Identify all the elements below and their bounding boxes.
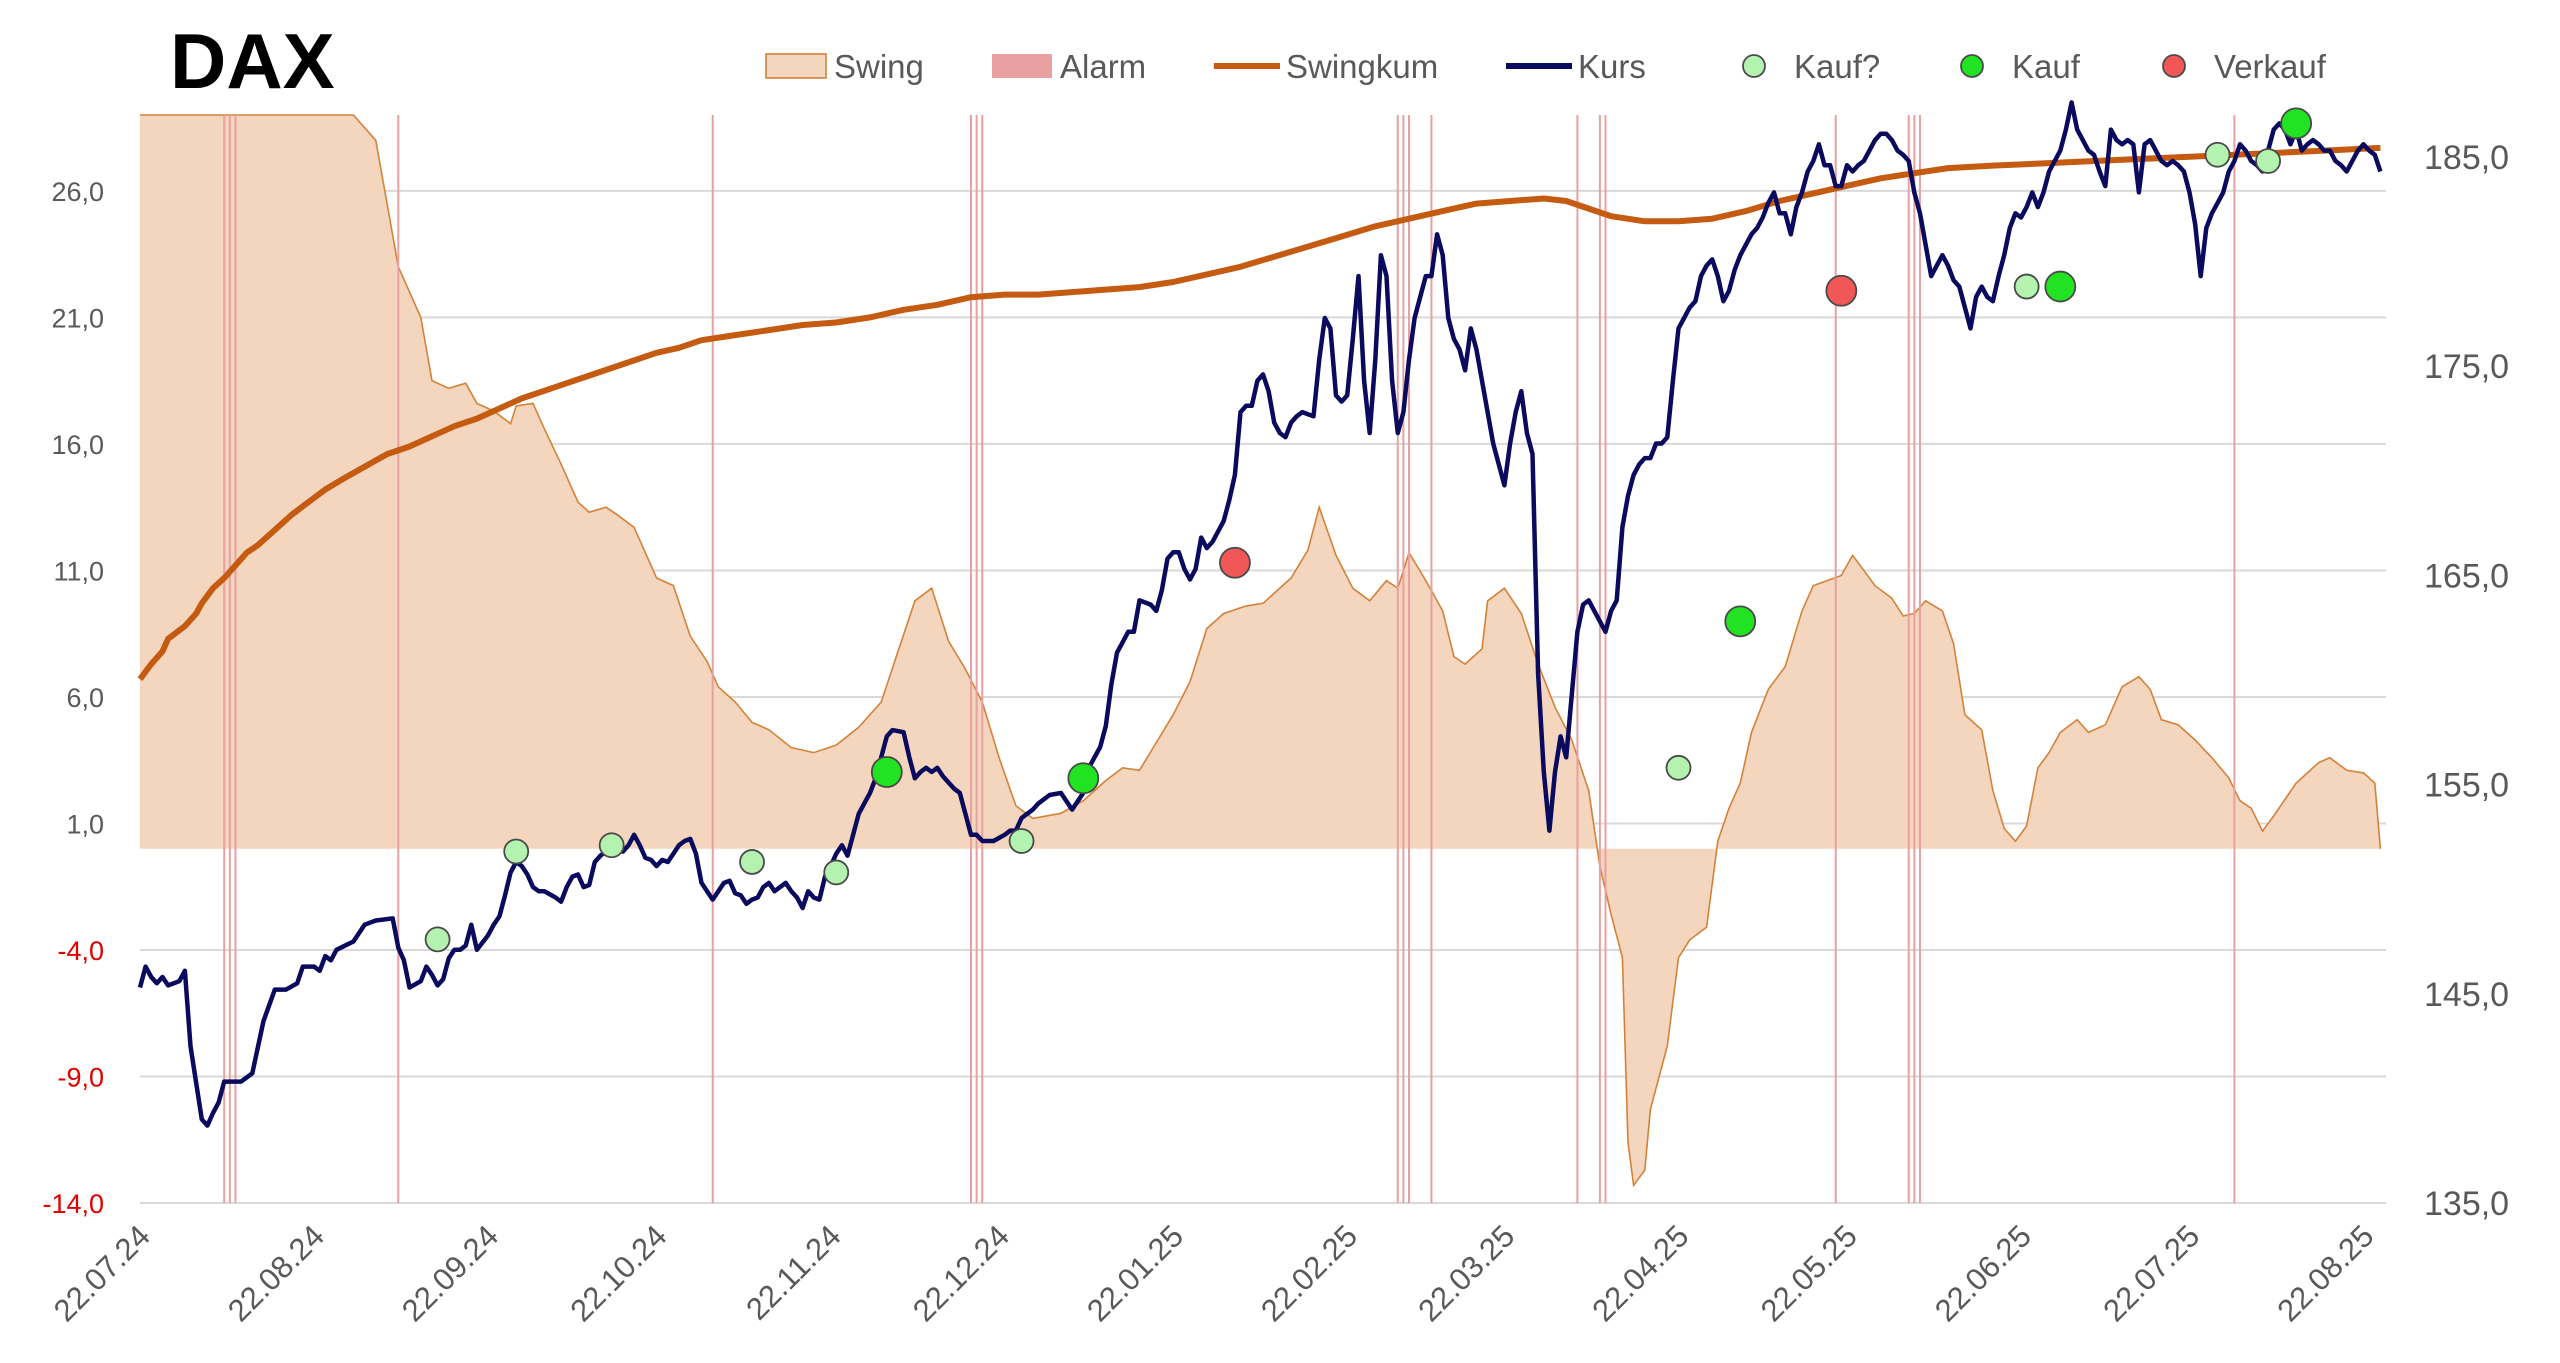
kauf-q-marker [424,926,451,953]
kurs-line [137,100,2383,1128]
legend-swing-swatch [765,53,827,79]
kauf-q-marker [739,849,765,875]
kauf-marker [2280,107,2313,140]
right-tick-label: 175,0 [2424,348,2509,386]
left-tick-label: 11,0 [53,556,104,586]
right-tick-label: 145,0 [2424,976,2509,1014]
swing-area [140,115,2381,1186]
kauf-q-marker [2013,273,2040,300]
right-tick-label: 185,0 [2424,139,2509,177]
kurs-line-series [137,100,2383,1128]
legend-kauf-swatch [1960,54,1984,78]
left-tick-label: 16,0 [51,430,104,460]
right-tick-label: 135,0 [2424,1185,2509,1223]
alarm-series [223,115,2236,1203]
left-tick-label: -14,0 [42,1189,104,1219]
kauf-q-marker [598,832,625,859]
legend-kauf-label: Kauf [2012,48,2081,85]
right-tick-label: 165,0 [2424,557,2509,595]
legend-verkauf-label: Verkauf [2214,48,2327,85]
left-tick-label: 1,0 [66,809,104,839]
left-tick-label: 21,0 [51,303,104,333]
legend: Swing Alarm Swingkum Kurs Kauf? Kauf Verkauf [765,48,2327,85]
kauf-marker [1067,762,1100,795]
legend-kurs-label: Kurs [1578,48,1646,85]
right-tick-label: 155,0 [2424,767,2509,805]
left-tick-label: 26,0 [51,177,104,207]
swing-outline [140,114,2382,1188]
legend-alarm-label: Alarm [1060,48,1146,85]
signal-markers [424,107,2313,953]
legend-kauf_q-swatch [1742,54,1766,78]
legend-verkauf-swatch [2162,54,2186,78]
kauf-marker [2044,270,2077,303]
left-tick-label: -4,0 [57,936,104,966]
kauf-marker [870,756,903,788]
legend-swingkum-label: Swingkum [1286,48,1438,85]
legend-alarm-swatch [992,54,1052,78]
legend-kauf_q-label: Kauf? [1794,48,1880,85]
kauf-q-marker [1008,828,1035,854]
kauf-marker [1724,605,1757,638]
kauf-q-marker [2255,148,2281,174]
left-tick-label: 6,0 [66,683,104,713]
kauf-q-marker [1665,754,1692,781]
left-tick-label: -9,0 [57,1062,104,1092]
verkauf-marker [1219,546,1251,579]
swingkum-line [137,144,2381,681]
chart-title: DAX [170,17,335,105]
legend-swing-label: Swing [834,48,924,85]
verkauf-marker [1825,274,1858,307]
kauf-q-marker [2204,141,2231,168]
swingkum-line-series [137,144,2381,681]
kauf-q-marker [503,838,530,865]
kauf-q-marker [823,859,850,886]
swing-area-series [140,114,2382,1188]
